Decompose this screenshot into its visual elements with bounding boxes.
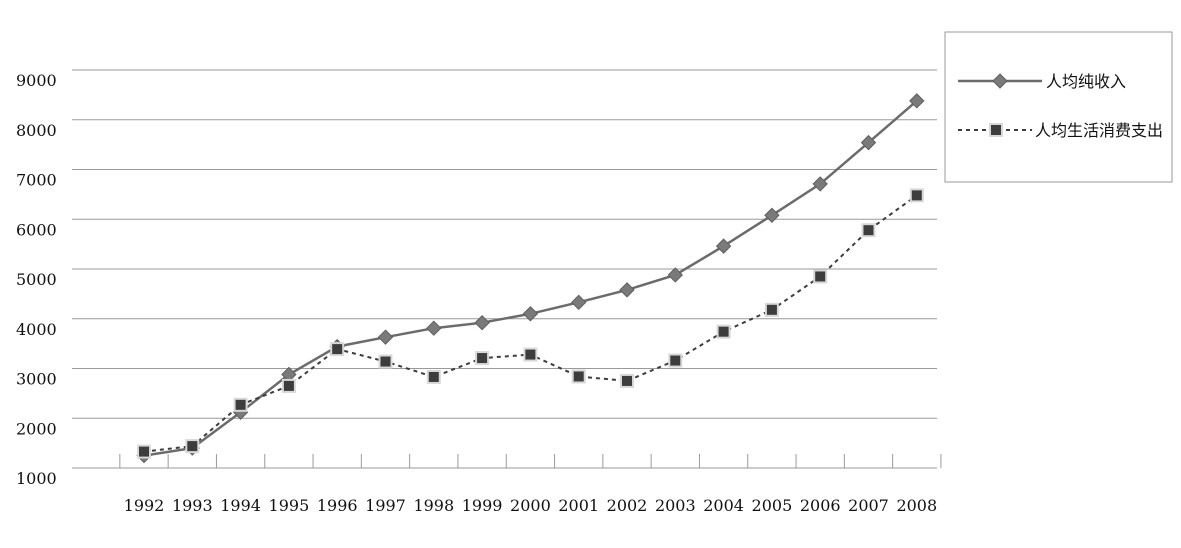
x-tick-label: 2007 xyxy=(848,496,889,515)
data-point-square xyxy=(233,397,248,412)
x-axis-tick-labels: 1992 1993 1994 1995 1996 1997 1998 1999 2000 2001… xyxy=(124,496,938,515)
data-point-square xyxy=(137,444,151,459)
y-tick-label: 8000 xyxy=(16,121,57,140)
legend-marker-diamond xyxy=(992,73,1008,89)
data-point-diamond xyxy=(764,207,780,223)
x-axis xyxy=(72,454,942,469)
series-line-1 xyxy=(143,194,918,453)
data-point-square xyxy=(378,354,393,369)
data-point-square xyxy=(861,223,876,238)
x-tick-label: 1997 xyxy=(365,496,406,515)
x-tick-label: 1999 xyxy=(462,496,503,515)
x-tick-label: 1994 xyxy=(220,496,261,515)
data-point-diamond xyxy=(909,93,925,109)
data-point-diamond xyxy=(377,329,394,345)
data-point-diamond xyxy=(474,315,490,331)
data-point-diamond xyxy=(812,176,828,192)
y-axis-tick-labels: 1000 2000 3000 4000 5000 6000 7000 8000 9000 xyxy=(16,71,57,488)
y-tick-label: 3000 xyxy=(16,370,57,389)
legend-box xyxy=(944,31,1173,183)
data-point-diamond xyxy=(619,282,635,298)
data-point-square xyxy=(185,439,200,454)
data-point-square xyxy=(764,302,779,317)
legend-label-income: 人均纯收入 xyxy=(1046,72,1126,91)
x-tick-label: 2003 xyxy=(655,496,696,515)
legend-marker-square xyxy=(989,123,1003,137)
y-tick-label: 6000 xyxy=(16,220,57,239)
data-point-square xyxy=(571,369,586,384)
x-tick-label: 2004 xyxy=(703,496,744,515)
data-point-diamond xyxy=(570,294,587,311)
x-tick-label: 1998 xyxy=(413,496,454,515)
gridlines xyxy=(72,69,937,419)
data-point-diamond xyxy=(522,306,539,322)
data-point-diamond xyxy=(860,134,877,151)
y-tick-label: 7000 xyxy=(16,171,57,190)
x-tick-label: 1993 xyxy=(172,496,213,515)
x-tick-label: 1992 xyxy=(124,496,165,515)
x-tick-label: 2006 xyxy=(800,496,841,515)
y-tick-label: 4000 xyxy=(16,320,57,339)
data-point-square xyxy=(281,378,296,393)
data-point-square xyxy=(330,342,345,357)
x-tick-label: 1995 xyxy=(269,496,310,515)
legend: 人均纯收入 人均生活消费支出 xyxy=(944,31,1173,183)
y-tick-label: 2000 xyxy=(16,419,57,438)
x-tick-label: 2000 xyxy=(510,496,551,515)
series-line-0 xyxy=(143,99,918,457)
data-point-square xyxy=(620,373,634,388)
y-tick-label: 1000 xyxy=(16,469,57,488)
x-tick-label: 2002 xyxy=(607,496,648,515)
data-point-square xyxy=(475,351,490,366)
data-point-square xyxy=(716,324,731,339)
series-lines xyxy=(136,93,925,464)
data-point-square xyxy=(813,269,828,284)
data-point-square xyxy=(426,369,441,384)
data-point-square xyxy=(909,188,924,203)
legend-label-expenditure: 人均生活消费支出 xyxy=(1035,121,1163,140)
x-tick-label: 2008 xyxy=(896,496,937,515)
x-tick-label: 1996 xyxy=(317,496,358,515)
data-point-square xyxy=(668,353,683,368)
x-tick-label: 2005 xyxy=(752,496,793,515)
x-tick-label: 2001 xyxy=(558,496,599,515)
y-tick-label: 9000 xyxy=(16,71,57,90)
data-point-square xyxy=(523,347,538,362)
y-tick-label: 5000 xyxy=(16,270,57,289)
data-point-diamond xyxy=(715,238,732,254)
data-point-diamond xyxy=(667,267,684,283)
data-point-diamond xyxy=(426,320,442,336)
